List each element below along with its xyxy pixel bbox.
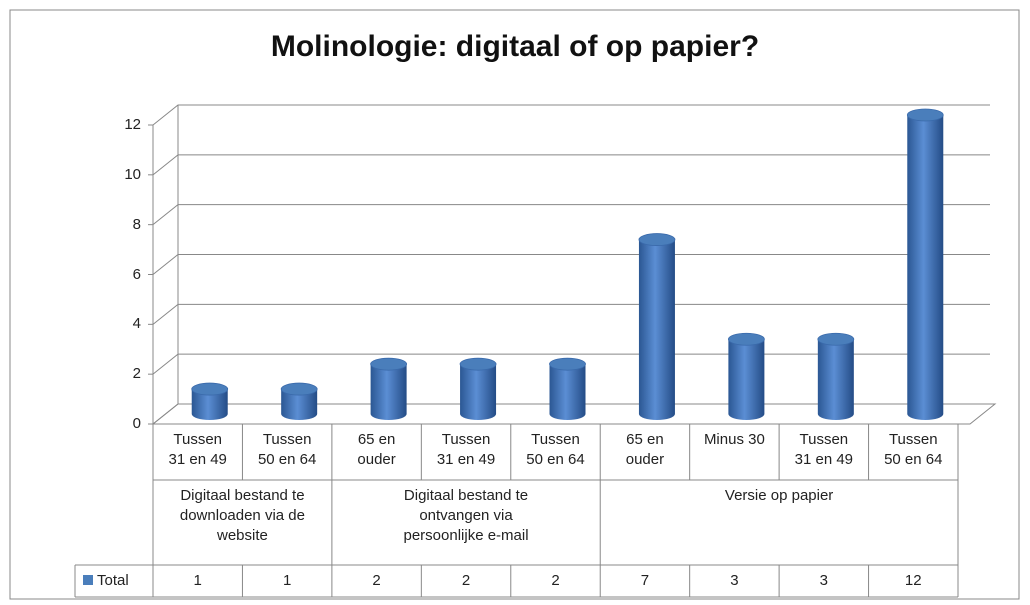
bar-top bbox=[638, 233, 676, 246]
y-tick-label: 6 bbox=[132, 265, 141, 283]
legend-label: Total bbox=[97, 572, 129, 589]
bar bbox=[728, 339, 765, 420]
category-label: Minus 30 bbox=[703, 431, 765, 448]
chart-title: Molinologie: digitaal of op papier? bbox=[270, 30, 760, 63]
bar bbox=[370, 364, 407, 420]
y-tick-label: 4 bbox=[132, 315, 141, 333]
bar bbox=[817, 339, 854, 420]
bar-top bbox=[906, 108, 944, 122]
value-label: 2 bbox=[551, 572, 560, 589]
group-label: Digitaal bestand te downloaden via de we… bbox=[179, 487, 305, 544]
value-label: 1 bbox=[282, 572, 292, 589]
grid-line bbox=[152, 303, 990, 325]
grid-line bbox=[152, 204, 990, 226]
value-label: 2 bbox=[372, 572, 381, 589]
bar-top bbox=[280, 382, 318, 396]
y-tick-label: 2 bbox=[132, 365, 141, 383]
bar bbox=[191, 389, 228, 420]
bar-top bbox=[549, 357, 586, 371]
bar bbox=[281, 389, 318, 420]
bar bbox=[549, 364, 586, 420]
category-label: Tussen 50 en 64 bbox=[526, 431, 585, 468]
bar bbox=[907, 115, 944, 420]
grid-line bbox=[152, 104, 990, 126]
chart-border bbox=[9, 9, 1020, 600]
bar bbox=[460, 364, 497, 420]
grid-line bbox=[152, 403, 990, 425]
y-tick-label: 10 bbox=[124, 165, 141, 183]
category-label: Tussen 31 en 49 bbox=[168, 431, 227, 468]
value-label: 1 bbox=[193, 572, 202, 589]
category-label: Tussen 50 en 64 bbox=[884, 431, 943, 468]
category-label: Tussen 31 en 49 bbox=[436, 431, 496, 468]
category-label: 65 en ouder bbox=[357, 431, 396, 468]
legend-swatch bbox=[83, 575, 93, 585]
bar-top bbox=[817, 332, 855, 346]
bar-top bbox=[191, 382, 229, 396]
grid-line bbox=[152, 154, 990, 176]
grid-line bbox=[152, 254, 990, 275]
y-tick-label: 12 bbox=[124, 116, 141, 133]
bar-top bbox=[370, 357, 408, 371]
value-label: 7 bbox=[640, 572, 650, 589]
bar-top bbox=[459, 357, 497, 371]
grid-line bbox=[152, 353, 990, 375]
value-label: 3 bbox=[819, 572, 828, 589]
value-label: 12 bbox=[904, 572, 922, 589]
value-label: 3 bbox=[730, 572, 739, 589]
bar bbox=[638, 239, 675, 420]
y-tick-label: 0 bbox=[132, 415, 141, 432]
bar-top bbox=[727, 332, 765, 346]
category-label: 65 en ouder bbox=[625, 431, 665, 468]
group-label: Versie op papier bbox=[724, 487, 834, 504]
category-label: Tussen 31 en 49 bbox=[794, 431, 854, 468]
value-label: 2 bbox=[461, 572, 471, 589]
group-label: Digitaal bestand te ontvangen via persoo… bbox=[403, 487, 529, 544]
category-label: Tussen 50 en 64 bbox=[257, 431, 317, 468]
y-tick-label: 8 bbox=[132, 215, 141, 233]
